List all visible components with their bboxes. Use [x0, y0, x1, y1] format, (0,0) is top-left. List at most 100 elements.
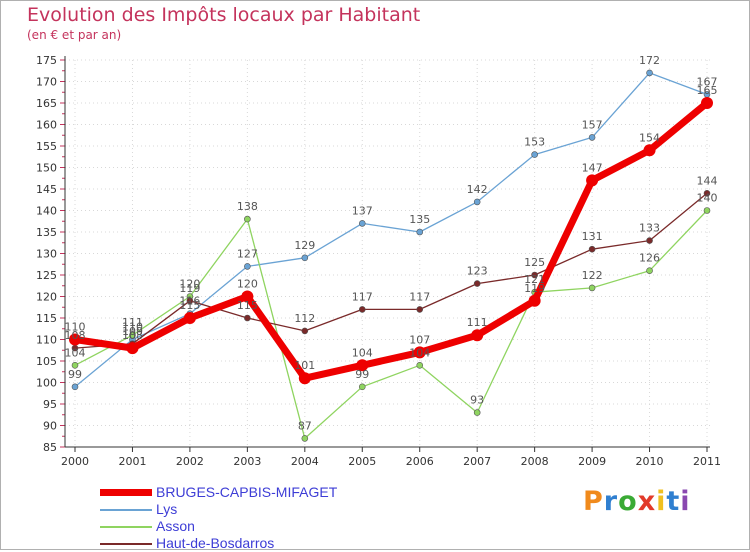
legend-swatch [100, 489, 152, 496]
data-label: 122 [582, 269, 603, 282]
data-label: 117 [409, 290, 430, 303]
data-point [244, 215, 251, 223]
logo-letter: i [680, 486, 691, 517]
data-point [531, 271, 538, 279]
data-point [301, 435, 309, 442]
data-label: 108 [65, 329, 86, 342]
data-label: 129 [294, 239, 315, 252]
data-point [183, 312, 196, 324]
y-tick-label: 130 [36, 248, 57, 261]
y-tick-label: 125 [36, 269, 57, 282]
data-label: 101 [294, 359, 315, 372]
data-label: 115 [237, 299, 258, 312]
y-tick-label: 100 [36, 377, 57, 390]
data-label: 87 [298, 419, 312, 432]
line-chart: 85 90 95 100 105 110 115 120 125 130 135 140 145 150 1… [36, 54, 721, 468]
x-tick-label: 2004 [291, 455, 319, 468]
data-label: 109 [122, 325, 143, 338]
data-point [416, 228, 424, 236]
data-label: 133 [639, 222, 660, 235]
data-label: 121 [524, 273, 545, 286]
data-point [646, 237, 653, 244]
data-label: 135 [409, 213, 430, 226]
data-label: 112 [294, 312, 315, 325]
data-label: 99 [68, 368, 82, 381]
data-label: 167 [697, 75, 718, 88]
data-point [646, 69, 653, 77]
data-label: 108 [122, 329, 143, 342]
y-tick-label: 150 [36, 162, 57, 175]
x-tick-label: 2007 [463, 455, 491, 468]
data-label: 138 [237, 200, 258, 213]
data-point [301, 254, 309, 262]
chart-subtitle: (en € et par an) [27, 28, 122, 42]
x-tick-label: 2000 [61, 455, 89, 468]
data-point [528, 294, 541, 307]
data-label: 117 [352, 290, 373, 303]
logo-letter: P [583, 486, 604, 517]
data-label: 125 [524, 256, 545, 269]
data-point [69, 333, 81, 346]
series-line-asson [74, 210, 708, 440]
data-point [588, 284, 596, 292]
y-tick-label: 145 [36, 183, 57, 196]
logo-letter: t [666, 486, 681, 517]
data-point [416, 361, 424, 369]
proxiti-logo: Proxiti [583, 486, 691, 517]
data-label: 123 [467, 265, 488, 278]
data-label: 119 [179, 282, 200, 295]
data-point [701, 97, 713, 109]
data-label: 119 [524, 282, 545, 295]
data-point [413, 346, 426, 359]
legend-label: Asson [156, 518, 195, 534]
data-label: 104 [352, 346, 373, 359]
data-point [241, 290, 254, 303]
data-point [129, 331, 136, 339]
logo-letter: x [637, 486, 657, 517]
y-tick-label: 85 [43, 441, 57, 454]
x-tick-label: 2010 [636, 455, 664, 468]
y-tick-label: 110 [36, 334, 57, 347]
y-tick-label: 90 [43, 420, 57, 433]
x-tick-label: 2003 [233, 455, 261, 468]
data-point [643, 144, 656, 157]
y-tick-label: 175 [36, 54, 57, 67]
data-label: 104 [65, 346, 86, 359]
legend-label: BRUGES-CAPBIS-MIFAGET [156, 484, 338, 500]
series-line-haut-de-bosdarros [74, 192, 708, 349]
data-point [298, 372, 311, 385]
data-point [531, 151, 538, 158]
x-tick-label: 2005 [348, 455, 376, 468]
data-label: 142 [467, 183, 488, 196]
data-point [301, 327, 309, 335]
data-point [358, 383, 366, 391]
data-label: 99 [355, 368, 369, 381]
legend-swatch [100, 543, 152, 545]
data-label: 165 [697, 84, 718, 97]
data-point [588, 134, 596, 141]
data-point [244, 314, 251, 322]
data-label: 157 [582, 118, 603, 131]
data-label: 126 [639, 252, 660, 265]
data-label: 140 [697, 192, 718, 205]
x-tick-label: 2008 [521, 455, 549, 468]
data-label: 127 [237, 247, 258, 260]
series-line-lys [74, 72, 708, 388]
data-point [586, 174, 599, 187]
y-tick-label: 140 [36, 205, 57, 218]
data-label: 111 [467, 316, 488, 329]
data-label: 93 [470, 394, 484, 407]
data-label: 147 [582, 161, 603, 174]
data-point [358, 220, 366, 227]
logo-letter: r [603, 486, 619, 517]
data-point [244, 263, 251, 270]
data-point [473, 409, 481, 416]
x-tick-label: 2002 [176, 455, 204, 468]
data-point [126, 342, 139, 355]
y-tick-label: 155 [36, 140, 57, 153]
data-label: 110 [122, 321, 143, 334]
data-point [473, 198, 481, 206]
x-tick-label: 2011 [693, 455, 721, 468]
legend-label: Haut-de-Bosdarros [156, 535, 275, 551]
y-tick-label: 170 [36, 76, 57, 89]
